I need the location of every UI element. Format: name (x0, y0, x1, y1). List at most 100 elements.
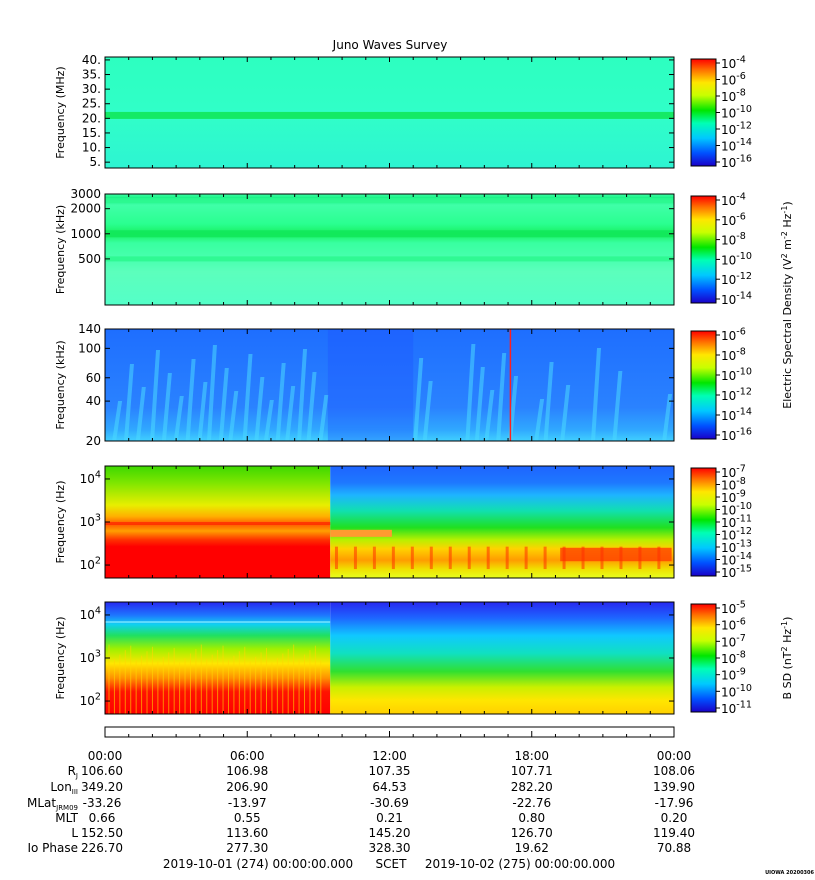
ephemeris-value: 139.90 (653, 780, 695, 794)
spectrogram (105, 194, 674, 305)
colorbar: 10-710-810-910-1010-1110-1210-1310-1410-… (690, 464, 752, 580)
emission-streak (218, 368, 229, 441)
y-tick-label: 103 (80, 649, 101, 665)
burst (486, 546, 490, 570)
emission-streak (206, 345, 217, 441)
emission-streak (612, 371, 623, 441)
colorbar-tick-label: 10-9 (721, 489, 746, 505)
time-tick-label: 00:00 (657, 749, 692, 763)
colorbar-tick-label: 10-14 (721, 137, 752, 153)
ephemeris-label: MLatJRM09 (27, 796, 78, 812)
colorbar-tick-label: 10-8 (721, 347, 746, 363)
emission-streak (318, 395, 329, 441)
colorbar: 10-4 10-6 10-8 10-10 10-12 10-14 (690, 192, 752, 307)
emission-streak (306, 372, 317, 441)
tone-band (330, 529, 392, 537)
emission-band-3 (105, 256, 674, 262)
time-ticks (104, 329, 675, 441)
footer-start: 2019-10-01 (274) 00:00:00.000 (163, 857, 353, 871)
colorbar-tick-label: 10-10 (721, 104, 752, 120)
emission-streak (112, 401, 123, 441)
time-tick-label: 06:00 (230, 749, 265, 763)
colorbar-tick-label: 10-11 (721, 514, 752, 530)
emission-streak (662, 394, 673, 441)
footer-end: 2019-10-02 (275) 00:00:00.000 (425, 857, 615, 871)
time-tick-label: 00:00 (88, 749, 123, 763)
y-tick-label: 20. (82, 111, 101, 125)
emission-streak (161, 373, 172, 441)
emission-streak (123, 364, 134, 441)
y-tick-label: 25. (82, 97, 101, 111)
ephemeris-value: 113.60 (226, 826, 268, 840)
colorbar-tick-label: 10-15 (721, 564, 752, 580)
ephemeris-value: 0.21 (376, 811, 403, 825)
burst (638, 546, 642, 570)
colorbar-tick-label: 10-5 (721, 600, 746, 616)
ephemeris-value: -22.76 (512, 796, 551, 810)
colorbar-tick-label: 10-10 (721, 251, 752, 267)
y-axis-label: Frequency (kHz) (54, 205, 67, 294)
colorbar-tick-label: 10-10 (721, 683, 752, 699)
colorbar-tick-label: 10-10 (721, 501, 752, 517)
colorbar-tick-label: 10-6 (721, 211, 746, 227)
y-tick-label: 104 (80, 606, 101, 622)
panel-3: 140 100 60 40 20 Frequency (kHz) 10-6 10-8 10-10… (54, 201, 794, 448)
colorbar-gradient (690, 195, 717, 304)
emission-streak (496, 353, 507, 441)
emission-streak (263, 400, 274, 441)
emission-streak (197, 382, 208, 441)
y-tick-label: 140 (78, 322, 101, 336)
colorbar-tick-label: 10-9 (721, 666, 746, 682)
emission-streak (474, 367, 485, 441)
y-tick-label: 2000 (70, 202, 101, 216)
emission-streak (285, 386, 296, 441)
burst (372, 546, 376, 570)
emission-band-2 (105, 230, 674, 238)
colorbar-tick-label: 10-6 (721, 616, 746, 632)
colorbar-tick-label: 10-12 (721, 387, 752, 403)
colorbar-tick-label: 10-7 (721, 633, 746, 649)
colorbar-tick-label: 10-12 (721, 121, 752, 137)
colorbar-tick-label: 10-6 (721, 71, 746, 87)
ephemeris-value: 106.60 (81, 764, 123, 778)
emission-streak (422, 381, 433, 441)
colorbar-tick-label: 10-14 (721, 551, 752, 567)
ephemeris-value: -17.96 (655, 796, 694, 810)
emission-streak (185, 359, 196, 441)
quiet-interval (327, 329, 414, 441)
ephemeris-value: 349.20 (81, 780, 123, 794)
y-tick-label: 40 (86, 394, 101, 408)
y-axis-label: Frequency (Hz) (54, 481, 67, 564)
y-tick-label: 40. (82, 53, 101, 67)
colorbar-tick-label: 10-12 (721, 526, 752, 542)
y-tick-label: 3000 (70, 187, 101, 201)
watermark: UIOWA 20200306 (765, 870, 814, 876)
ephemeris-value: 107.35 (369, 764, 411, 778)
y-tick-label: 60 (86, 371, 101, 385)
burst (334, 546, 338, 570)
emission-streak (534, 399, 545, 441)
emission-streak (254, 377, 265, 441)
burst (505, 546, 509, 570)
colorbar-tick-label: 10-16 (721, 427, 752, 443)
spectrogram-right (330, 602, 674, 714)
emission-streak (297, 349, 308, 441)
emission-streak (275, 363, 286, 441)
y-tick-label: 104 (80, 470, 101, 486)
time-ticks (104, 57, 675, 168)
colorbar-tick-label: 10-14 (721, 291, 752, 307)
burst (543, 546, 547, 570)
colorbar-gradient (690, 58, 717, 167)
y-axis-label: Frequency (kHz) (54, 340, 67, 429)
colorbar-label: B SD (nT2 Hz-1) (780, 617, 795, 700)
tone-line (105, 621, 331, 624)
colorbar-gradient (690, 467, 717, 577)
y-tick-label: 20 (86, 434, 101, 448)
colorbar: 10-6 10-8 10-10 10-12 10-14 10-16 Electric Spe… (690, 201, 794, 443)
ephemeris-value: -30.69 (370, 796, 409, 810)
